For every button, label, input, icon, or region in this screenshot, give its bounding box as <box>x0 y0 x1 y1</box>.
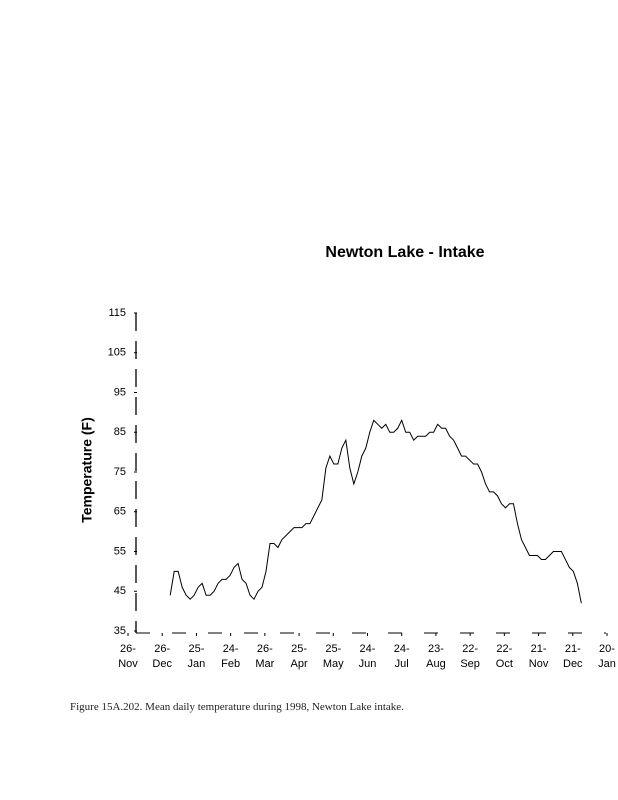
y-tick-label: 85 <box>114 426 126 438</box>
y-tick-label: 35 <box>114 625 126 637</box>
x-tick-label: 21-Dec <box>563 643 583 670</box>
y-tick-label: 75 <box>114 466 126 478</box>
x-tick-label: 24-Feb <box>221 643 241 670</box>
x-tick-label: 25-Jan <box>187 643 206 670</box>
temperature-line <box>169 419 582 604</box>
x-tick-label: 21-Nov <box>528 643 549 670</box>
y-tick-label: 95 <box>114 386 126 398</box>
x-tick-label: 24-Jul <box>393 643 410 670</box>
x-tick-label: 23-Aug <box>426 643 446 670</box>
x-tick-label: 26-Dec <box>152 643 172 670</box>
x-tick-label: 26-Mar <box>255 643 275 670</box>
y-tick-label: 65 <box>114 506 126 518</box>
x-tick-label: 20-Jan <box>598 643 616 670</box>
x-tick-label: 26-Nov <box>118 643 138 670</box>
y-tick-label: 55 <box>114 545 126 557</box>
x-tick-label: 22-Sep <box>460 643 480 670</box>
chart-title: Newton Lake - Intake <box>325 244 484 261</box>
x-tick-label: 25-May <box>322 643 344 670</box>
x-tick-label: 24-Jun <box>358 643 377 670</box>
y-axis-label: Temperature (F) <box>79 417 95 523</box>
y-tick-label: 105 <box>108 347 126 359</box>
y-tick-label: 115 <box>108 307 126 319</box>
x-tick-label: 25-Apr <box>290 643 308 670</box>
y-tick-label: 45 <box>114 585 126 597</box>
caption: Figure 15A.202. Mean daily temperature d… <box>70 701 404 713</box>
x-tick-label: 22-Oct <box>495 643 513 670</box>
